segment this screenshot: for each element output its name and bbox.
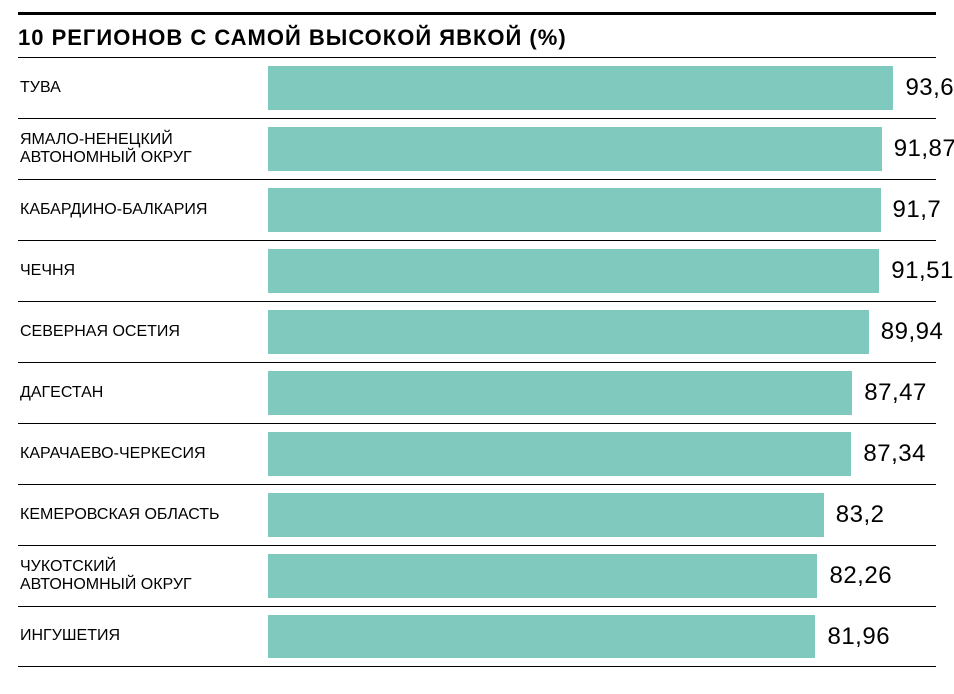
row-label-cell: ЧУКОТСКИЙ АВТОНОМНЫЙ ОКРУГ xyxy=(18,558,268,595)
bar-fill xyxy=(268,615,815,658)
bar-fill xyxy=(268,371,852,415)
bar xyxy=(268,363,852,423)
row-label-cell: ДАГЕСТАН xyxy=(18,384,268,402)
row-label: ТУВА xyxy=(20,79,61,97)
row-label: КЕМЕРОВСКАЯ ОБЛАСТЬ xyxy=(20,506,220,524)
row-label-cell: ЯМАЛО-НЕНЕЦКИЙ АВТОНОМНЫЙ ОКРУГ xyxy=(18,131,268,168)
row-bar-cell: 81,96 xyxy=(268,607,936,666)
chart-row: ЧЕЧНЯ 91,51 xyxy=(18,240,936,301)
bar-fill xyxy=(268,127,882,171)
bar-fill xyxy=(268,554,817,598)
row-value: 87,47 xyxy=(864,379,927,407)
row-value: 91,7 xyxy=(893,196,942,224)
chart-row: КАБАРДИНО-БАЛКАРИЯ 91,7 xyxy=(18,179,936,240)
row-value: 82,26 xyxy=(829,562,892,590)
chart-row: ЯМАЛО-НЕНЕЦКИЙ АВТОНОМНЫЙ ОКРУГ 91,87 xyxy=(18,118,936,179)
row-value: 91,51 xyxy=(891,257,954,285)
row-label: КАБАРДИНО-БАЛКАРИЯ xyxy=(20,201,207,219)
row-label-cell: КАРАЧАЕВО-ЧЕРКЕСИЯ xyxy=(18,445,268,463)
row-bar-cell: 82,26 xyxy=(268,546,936,606)
row-label: ДАГЕСТАН xyxy=(20,384,103,402)
row-label-cell: КЕМЕРОВСКАЯ ОБЛАСТЬ xyxy=(18,506,268,524)
bar-fill xyxy=(268,188,881,232)
row-bar-cell: 83,2 xyxy=(268,485,936,545)
row-label: ЧУКОТСКИЙ АВТОНОМНЫЙ ОКРУГ xyxy=(20,558,192,595)
chart-row: ТУВА 93,63 xyxy=(18,57,936,118)
row-bar-cell: 91,51 xyxy=(268,241,936,301)
chart-title: 10 РЕГИОНОВ С САМОЙ ВЫСОКОЙ ЯВКОЙ (%) xyxy=(18,25,936,51)
row-value: 83,2 xyxy=(836,501,885,529)
row-label-cell: ИНГУШЕТИЯ xyxy=(18,627,268,645)
bar-fill xyxy=(268,66,893,110)
bar xyxy=(268,119,882,179)
row-label: ЧЕЧНЯ xyxy=(20,262,75,280)
row-value: 91,87 xyxy=(894,135,954,163)
row-bar-cell: 87,47 xyxy=(268,363,936,423)
row-value: 87,34 xyxy=(863,440,926,468)
row-bar-cell: 91,87 xyxy=(268,119,936,179)
chart-rows: ТУВА93,63ЯМАЛО-НЕНЕЦКИЙ АВТОНОМНЫЙ ОКРУГ… xyxy=(18,57,936,667)
chart-row: ИНГУШЕТИЯ 81,96 xyxy=(18,606,936,667)
row-label-cell: ТУВА xyxy=(18,79,268,97)
row-label: ИНГУШЕТИЯ xyxy=(20,627,120,645)
bar xyxy=(268,302,869,362)
chart-row: ДАГЕСТАН 87,47 xyxy=(18,362,936,423)
turnout-bar-chart: 10 РЕГИОНОВ С САМОЙ ВЫСОКОЙ ЯВКОЙ (%) ТУ… xyxy=(0,0,954,694)
bar xyxy=(268,424,851,484)
bar-fill xyxy=(268,249,879,293)
row-label-cell: ЧЕЧНЯ xyxy=(18,262,268,280)
chart-row: СЕВЕРНАЯ ОСЕТИЯ 89,94 xyxy=(18,301,936,362)
bar-fill xyxy=(268,493,824,537)
row-value: 89,94 xyxy=(881,318,944,346)
bar xyxy=(268,546,817,606)
bar xyxy=(268,58,893,118)
row-bar-cell: 91,7 xyxy=(268,180,936,240)
row-label-cell: КАБАРДИНО-БАЛКАРИЯ xyxy=(18,201,268,219)
top-rule xyxy=(18,12,936,15)
row-value: 93,63 xyxy=(905,74,954,102)
bar xyxy=(268,241,879,301)
row-label: СЕВЕРНАЯ ОСЕТИЯ xyxy=(20,323,180,341)
row-bar-cell: 93,63 xyxy=(268,58,936,118)
bar xyxy=(268,607,815,666)
bar xyxy=(268,180,881,240)
bar-fill xyxy=(268,432,851,476)
row-bar-cell: 89,94 xyxy=(268,302,936,362)
chart-row: КЕМЕРОВСКАЯ ОБЛАСТЬ 83,2 xyxy=(18,484,936,545)
row-value: 81,96 xyxy=(827,623,890,651)
chart-row: ЧУКОТСКИЙ АВТОНОМНЫЙ ОКРУГ 82,26 xyxy=(18,545,936,606)
chart-row: КАРАЧАЕВО-ЧЕРКЕСИЯ 87,34 xyxy=(18,423,936,484)
row-bar-cell: 87,34 xyxy=(268,424,936,484)
bar xyxy=(268,485,824,545)
row-label: ЯМАЛО-НЕНЕЦКИЙ АВТОНОМНЫЙ ОКРУГ xyxy=(20,131,192,168)
row-label-cell: СЕВЕРНАЯ ОСЕТИЯ xyxy=(18,323,268,341)
row-label: КАРАЧАЕВО-ЧЕРКЕСИЯ xyxy=(20,445,206,463)
bar-fill xyxy=(268,310,869,354)
